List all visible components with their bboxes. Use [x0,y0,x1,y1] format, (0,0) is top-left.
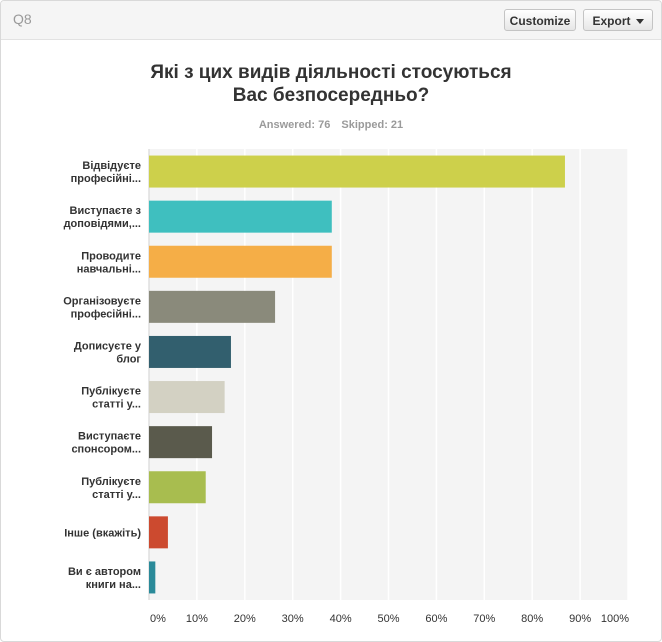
category-label: Ви є автором [68,566,141,578]
bar [149,381,225,414]
category-label: Організовуєте [63,295,141,307]
category-label: Виступаєте [78,431,141,443]
x-tick-label: 90% [569,613,591,625]
category-label: Інше (вкажіть) [64,527,141,539]
category-label: професійні... [71,173,141,185]
category-label: Публікуєте [81,476,141,488]
bar [149,245,332,278]
bar [149,200,332,233]
x-tick-label: 70% [473,613,495,625]
chart-title: Які з цих видів діяльності стосуються Ва… [1,61,661,107]
category-label: навчальні... [77,263,141,275]
category-label: Відвідуєте [82,160,141,172]
category-label: Дописуєте у [74,340,142,352]
bar [149,155,565,188]
category-label: Публікуєте [81,386,141,398]
category-label: професійні... [71,308,141,320]
bar [149,471,206,504]
x-tick-label: 20% [234,613,256,625]
export-button[interactable]: Export [583,9,653,31]
bar [149,335,231,368]
skipped-count: Skipped: 21 [341,119,404,131]
category-label: Виступаєте з [70,205,142,217]
caret-down-icon [635,19,644,25]
category-label: спонсором... [71,444,141,456]
panel-header: Q8 Customize Export [1,1,661,40]
bar [149,516,168,549]
bar [149,290,276,323]
export-label: Export [592,14,631,28]
x-tick-label: 10% [186,613,208,625]
x-tick-label: 80% [521,613,543,625]
bar [149,426,213,459]
chart-title-line-1: Які з цих видів діяльності стосуються [150,62,512,83]
category-label: статті у... [92,399,141,411]
chart-title-line-2: Вас безпосередньо? [232,85,430,106]
category-label: блог [116,353,141,365]
x-tick-label: 40% [330,613,352,625]
category-label: книги на... [86,579,141,591]
question-id: Q8 [13,11,32,27]
x-tick-label: 0% [150,613,166,625]
bar [149,561,156,594]
category-label: статті у... [92,489,141,501]
answered-count: Answered: 76 [258,119,331,131]
x-tick-label: 50% [377,613,399,625]
x-tick-label: 30% [282,613,304,625]
response-stats: Answered: 76 Skipped: 21 [1,119,661,131]
category-label: Проводите [81,250,141,262]
category-label: доповідями,... [64,218,141,230]
customize-button[interactable]: Customize [504,9,576,31]
x-tick-label: 100% [601,613,629,625]
x-tick-label: 60% [425,613,447,625]
